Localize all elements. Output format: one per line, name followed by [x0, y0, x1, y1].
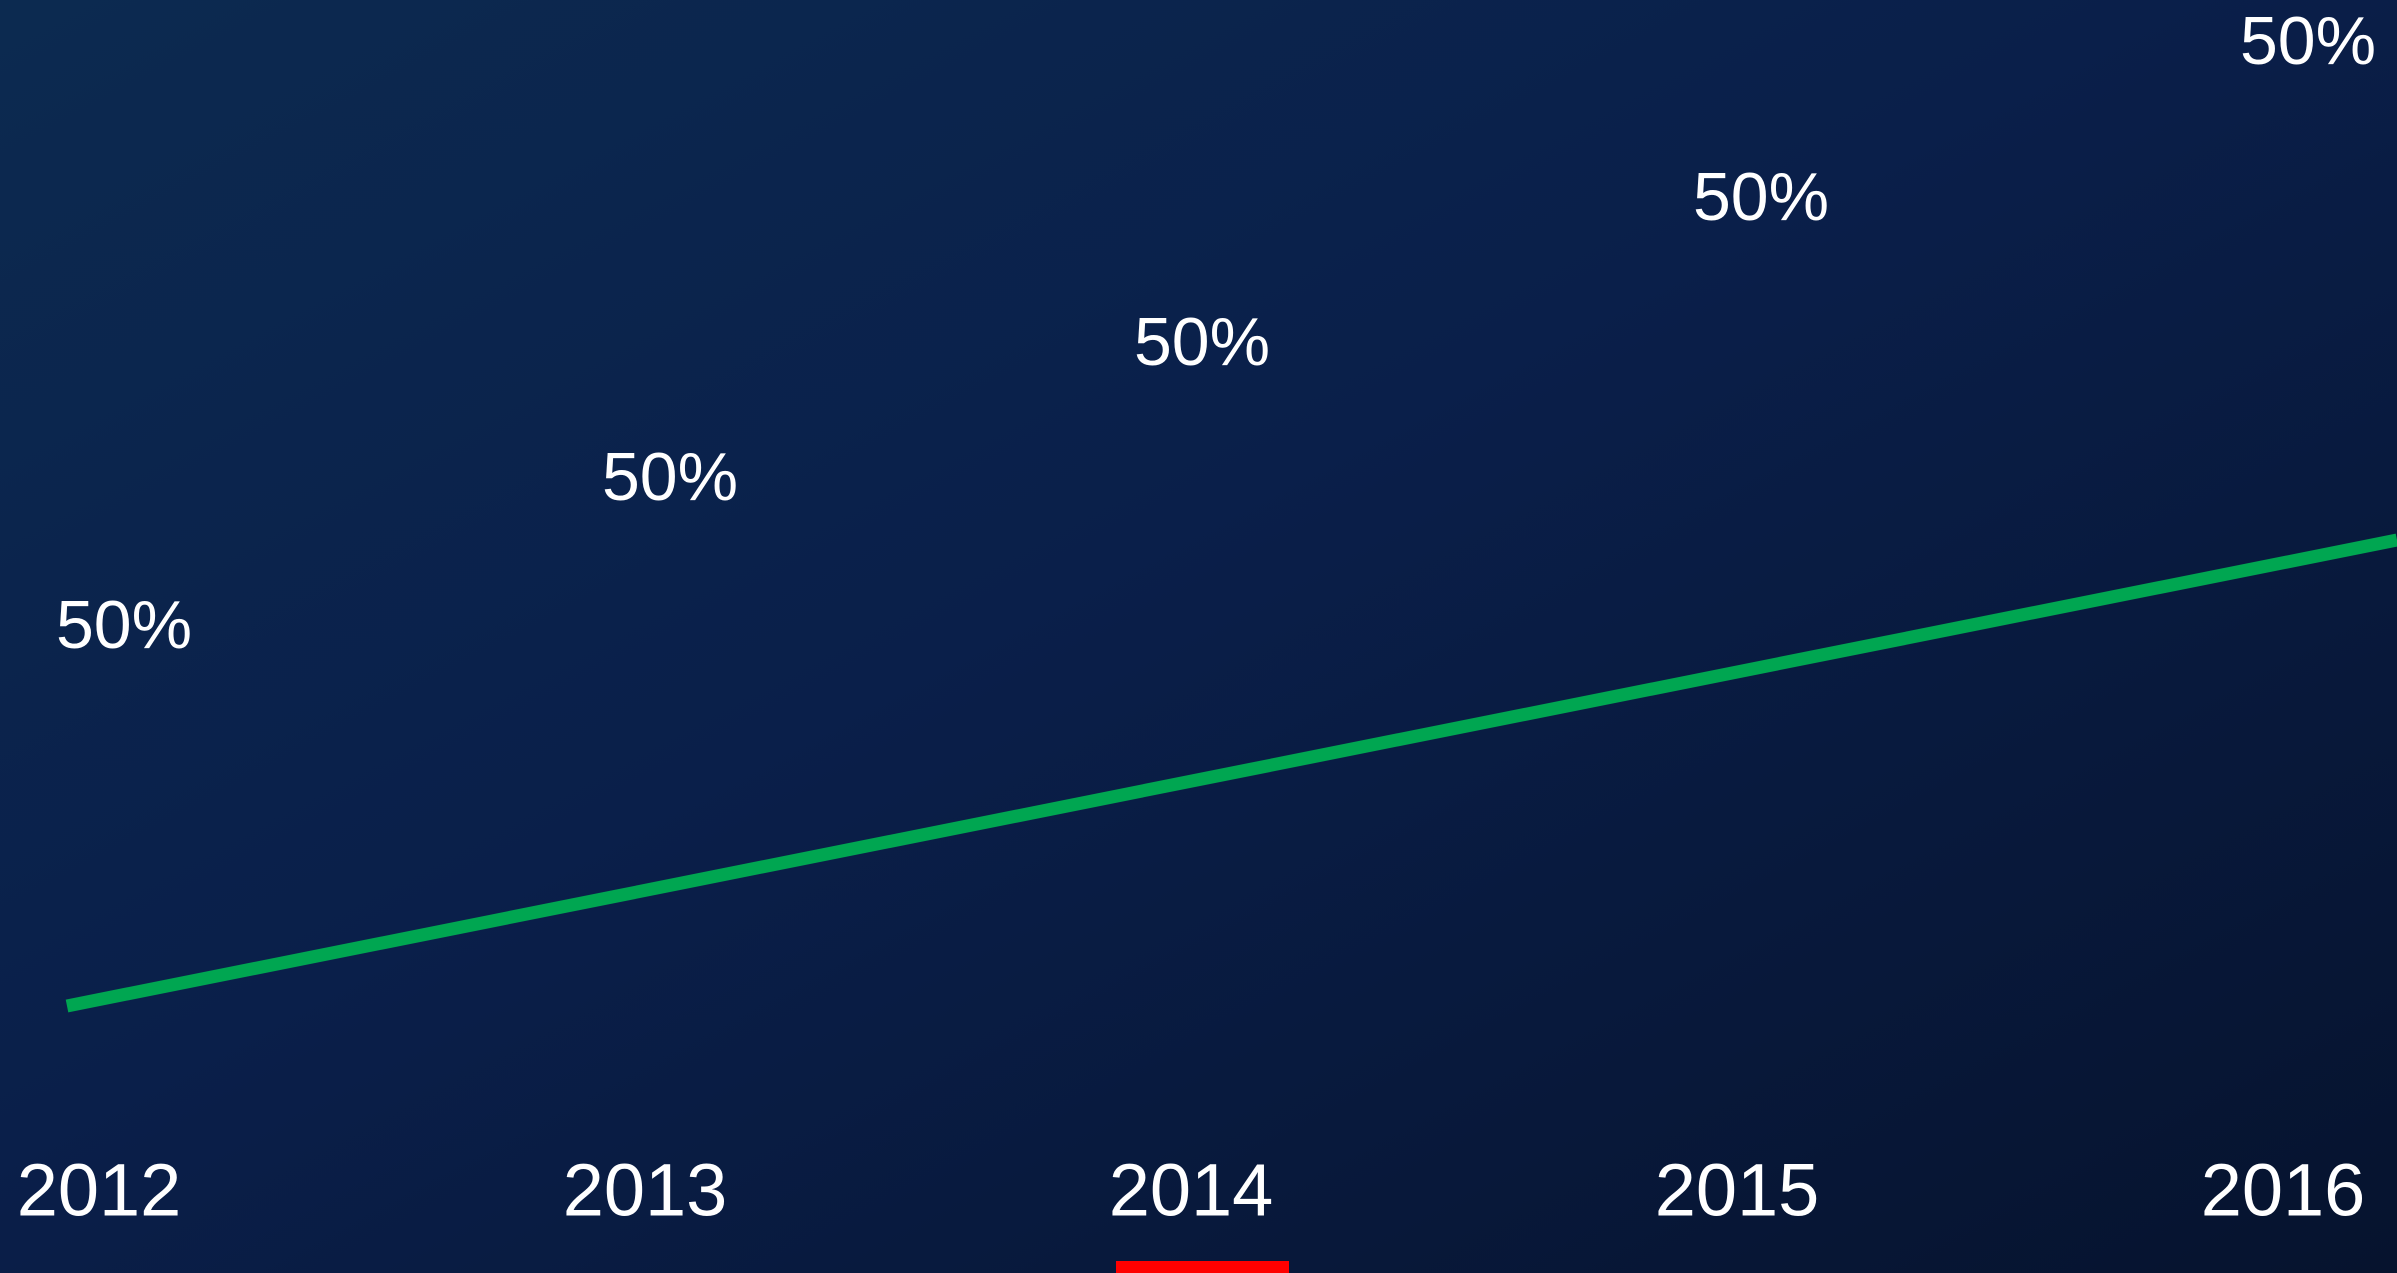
selected-indicator — [1116, 1261, 1289, 1273]
year-tab[interactable]: 2016 — [2201, 1149, 2366, 1232]
percent-label: 50% — [1134, 304, 1270, 380]
percent-label: 50% — [2240, 3, 2376, 79]
percent-label: 50% — [602, 439, 738, 515]
year-tab[interactable]: 2012 — [17, 1149, 182, 1232]
year-tab[interactable]: 2015 — [1655, 1149, 1820, 1232]
year-tab[interactable]: 2013 — [563, 1149, 728, 1232]
percent-label: 50% — [1693, 159, 1829, 235]
year-tab[interactable]: 2014 — [1109, 1149, 1274, 1232]
trend-line — [65, 533, 2397, 1013]
year-tabs: 2012 2013 2014 2015 2016 — [17, 1149, 2366, 1232]
percent-label: 50% — [56, 587, 192, 663]
percent-labels: 50% 50% 50% 50% 50% — [56, 3, 2376, 663]
